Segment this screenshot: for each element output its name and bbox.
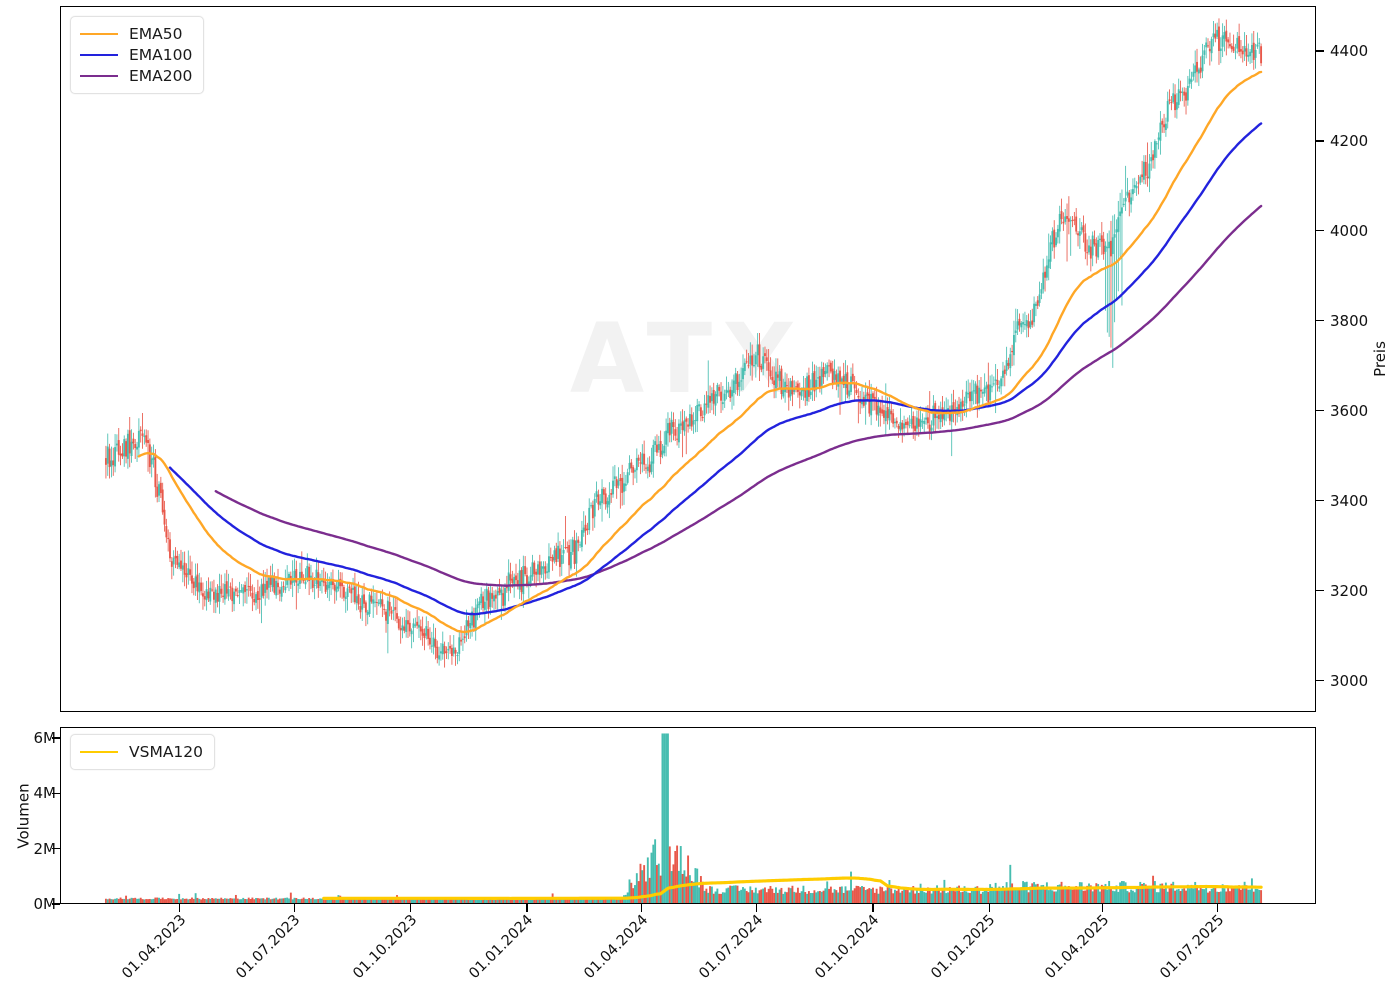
x-tick-label: 01.10.2023 bbox=[349, 912, 420, 983]
volume-legend: VSMA120 bbox=[70, 734, 216, 770]
volume-axis-title: Volumen bbox=[14, 783, 33, 849]
price-y-tick-label: 4000 bbox=[1330, 221, 1369, 240]
legend-item-vsma120[interactable]: VSMA120 bbox=[80, 741, 203, 762]
x-tick-label: 01.04.2024 bbox=[581, 912, 652, 983]
candlestick-series bbox=[104, 18, 1263, 668]
price-y-tick-mark bbox=[1316, 410, 1324, 412]
legend-label-ema50: EMA50 bbox=[129, 24, 183, 43]
legend-item-ema50[interactable]: EMA50 bbox=[80, 23, 192, 44]
legend-label-ema100: EMA100 bbox=[129, 45, 193, 64]
legend-label-vsma120: VSMA120 bbox=[129, 742, 204, 761]
volume-y-tick-label: 6M bbox=[33, 729, 57, 748]
volume-y-tick-mark bbox=[52, 737, 60, 739]
ema200-line bbox=[214, 204, 1263, 587]
price-y-tick-label: 4200 bbox=[1330, 131, 1369, 150]
ema50-line bbox=[137, 70, 1263, 634]
x-tick-mark bbox=[293, 904, 296, 912]
volume-y-tick-label: 2M bbox=[33, 839, 57, 858]
price-y-tick-mark bbox=[1316, 50, 1324, 52]
x-tick-mark bbox=[641, 904, 643, 912]
legend-item-ema200[interactable]: EMA200 bbox=[80, 65, 192, 86]
price-y-tick-mark bbox=[1316, 320, 1324, 322]
price-y-tick-label: 3600 bbox=[1330, 401, 1369, 420]
ema200-color-swatch bbox=[80, 74, 118, 77]
x-tick-mark bbox=[988, 904, 990, 912]
price-y-tick-label: 4400 bbox=[1330, 41, 1369, 60]
volume-y-tick-mark bbox=[52, 792, 60, 795]
price-y-tick-label: 3200 bbox=[1330, 581, 1369, 600]
vsma120-color-swatch bbox=[80, 750, 118, 753]
volume-y-tick-mark bbox=[52, 848, 60, 850]
x-tick-label: 01.01.2024 bbox=[466, 912, 537, 983]
price-y-tick-label: 3800 bbox=[1330, 311, 1369, 330]
x-tick-mark bbox=[756, 904, 758, 912]
price-y-tick-mark bbox=[1316, 499, 1324, 502]
x-tick-label: 01.04.2023 bbox=[118, 912, 189, 983]
volume-y-tick-label: 0M bbox=[33, 895, 57, 913]
price-axis-title: Preis bbox=[1370, 341, 1389, 377]
price-y-tick-label: 3400 bbox=[1330, 491, 1369, 510]
volume-y-tick-mark bbox=[52, 903, 60, 905]
legend-item-ema100[interactable]: EMA100 bbox=[80, 44, 192, 65]
x-tick-mark bbox=[410, 904, 412, 912]
x-tick-label: 01.04.2025 bbox=[1042, 912, 1113, 983]
legend-label-ema200: EMA200 bbox=[129, 66, 193, 85]
x-tick-mark bbox=[178, 904, 181, 912]
x-tick-label: 01.07.2023 bbox=[233, 912, 304, 983]
x-tick-mark bbox=[1102, 904, 1104, 912]
volume-bar-series bbox=[104, 733, 1263, 903]
ema100-line bbox=[168, 122, 1263, 616]
ema50-color-swatch bbox=[80, 32, 118, 35]
vsma120-line bbox=[322, 876, 1263, 900]
price-y-tick-mark bbox=[1316, 230, 1324, 232]
price-y-tick-mark bbox=[1316, 679, 1324, 682]
price-plot-area bbox=[104, 18, 1263, 668]
ema100-color-swatch bbox=[80, 53, 118, 56]
volume-chart-panel: VSMA120 bbox=[60, 727, 1316, 904]
x-tick-label: 01.01.2025 bbox=[928, 912, 999, 983]
x-tick-mark bbox=[526, 904, 528, 912]
price-chart-panel: ATX EMA50 EMA100 EMA200 bbox=[60, 6, 1316, 712]
volume-y-tick-label: 4M bbox=[33, 784, 57, 803]
x-tick-mark bbox=[872, 904, 874, 912]
x-tick-mark bbox=[1217, 904, 1219, 912]
x-tick-label: 01.07.2025 bbox=[1157, 912, 1228, 983]
price-legend: EMA50 EMA100 EMA200 bbox=[70, 16, 205, 94]
x-tick-label: 01.10.2024 bbox=[812, 912, 883, 983]
price-y-tick-mark bbox=[1316, 589, 1324, 592]
volume-plot-area bbox=[104, 733, 1263, 903]
x-tick-label: 01.07.2024 bbox=[696, 912, 767, 983]
price-y-tick-label: 3000 bbox=[1330, 671, 1369, 690]
price-y-tick-mark bbox=[1316, 140, 1324, 142]
